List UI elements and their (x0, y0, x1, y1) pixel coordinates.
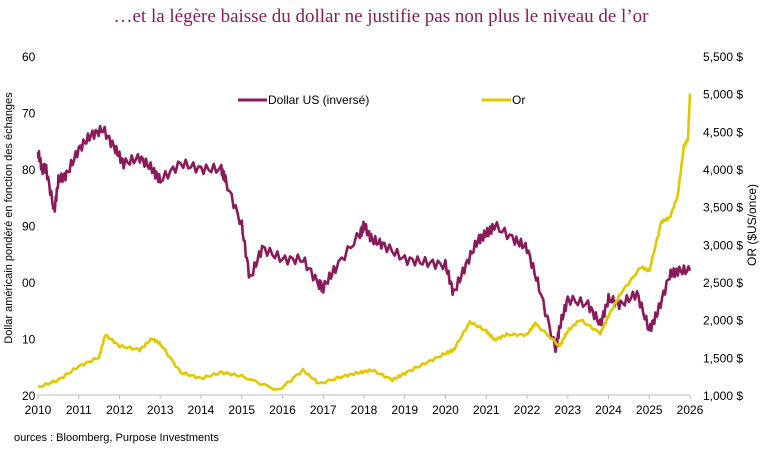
y-right-tick-label: 2,000 $ (703, 314, 743, 328)
y-left-tick-label: 10 (22, 333, 36, 347)
y-left-tick-label: 60 (22, 50, 36, 64)
x-tick-label: 2010 (25, 403, 52, 417)
x-tick-label: 2025 (636, 403, 663, 417)
y-right-tick-label: 5,000 $ (703, 88, 743, 102)
x-tick-label: 2017 (310, 403, 337, 417)
y-right-tick-label: 1,500 $ (703, 351, 743, 365)
y-left-tick-label: 20 (22, 389, 36, 403)
dollar-series-line (36, 124, 692, 354)
x-tick-label: 2026 (677, 403, 704, 417)
x-tick-label: 2014 (188, 403, 215, 417)
y-right-label: OR ($US/once) (745, 184, 759, 266)
x-tick-label: 2016 (269, 403, 296, 417)
y-left-label: Dollar américain pondéré en fonction des… (3, 92, 15, 344)
x-tick-label: 2020 (432, 403, 459, 417)
chart-title: …et la légère baisse du dollar ne justif… (113, 6, 649, 27)
x-tick-label: 2011 (66, 403, 92, 417)
y-right-tick-label: 3,500 $ (703, 201, 743, 215)
x-tick-label: 2022 (514, 403, 541, 417)
x-tick-label: 2019 (391, 403, 418, 417)
x-tick-label: 2023 (554, 403, 581, 417)
legend-dollar-label: Dollar US (inversé) (268, 93, 369, 107)
y-right-tick-label: 4,500 $ (703, 125, 743, 139)
y-left-tick-label: 90 (22, 220, 36, 234)
y-left-tick-label: 80 (22, 163, 36, 177)
x-tick-label: 2021 (473, 403, 500, 417)
x-tick-label: 2018 (351, 403, 378, 417)
y-right-tick-label: 5,500 $ (703, 50, 743, 64)
x-tick-label: 2015 (228, 403, 255, 417)
y-left-tick-label: 70 (22, 107, 36, 121)
y-right-tick-label: 4,000 $ (703, 163, 743, 177)
source-note: ources : Bloomberg, Purpose Investments (14, 432, 219, 444)
legend: Dollar US (inversé) Or (238, 93, 525, 107)
legend-gold-label: Or (512, 93, 525, 107)
y-left-tick-label: 00 (22, 276, 36, 290)
gold-series-line (37, 93, 692, 392)
y-right-tick-label: 3,000 $ (703, 238, 743, 252)
x-tick-label: 2013 (147, 403, 174, 417)
x-tick-label: 2012 (106, 403, 133, 417)
y-right-tick-label: 2,500 $ (703, 276, 743, 290)
x-tick-label: 2024 (595, 403, 622, 417)
y-right-tick-label: 1,000 $ (703, 389, 743, 403)
